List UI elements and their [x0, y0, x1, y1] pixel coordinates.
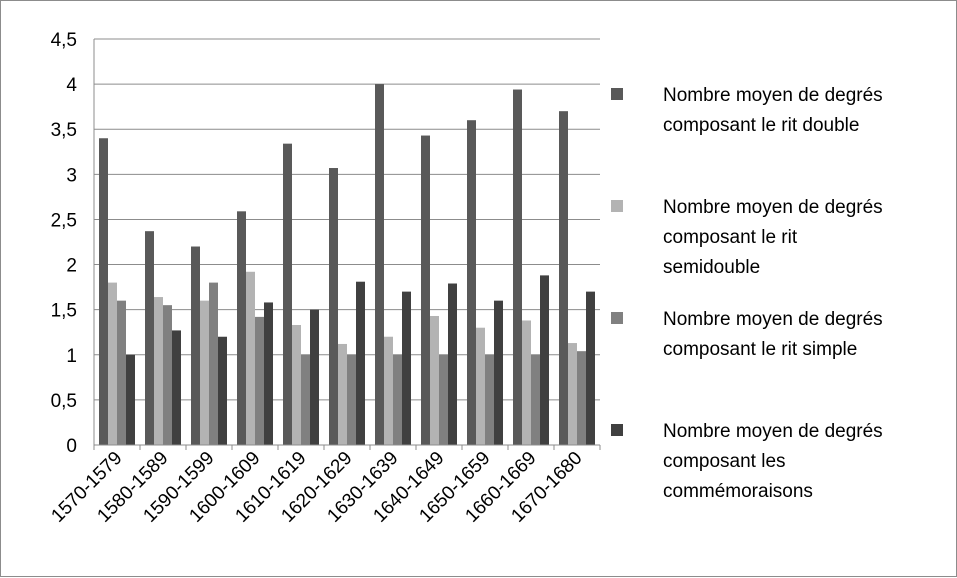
- legend-swatch-icon: [611, 424, 623, 436]
- legend-label-line: Nombre moyen de degrés: [663, 85, 883, 106]
- legend-swatch-icon: [611, 312, 623, 324]
- bar: [283, 143, 292, 445]
- y-tick-label: 3,5: [51, 120, 77, 141]
- legend-label-line: composant le rit simple: [663, 339, 858, 360]
- bar: [356, 281, 365, 445]
- bar: [154, 297, 163, 445]
- legend-label-line: Nombre moyen de degrés: [663, 309, 883, 330]
- y-tick-label: 4,5: [51, 30, 77, 51]
- y-tick-label: 1: [66, 346, 77, 367]
- bar: [531, 354, 540, 445]
- bar: [200, 300, 209, 445]
- y-tick-label: 4: [66, 75, 77, 96]
- bar: [108, 282, 117, 445]
- bar: [540, 275, 549, 445]
- bar: [99, 138, 108, 445]
- bar: [421, 135, 430, 445]
- legend-swatch-icon: [611, 200, 623, 212]
- bar: [402, 291, 411, 445]
- axes: [93, 39, 601, 450]
- bar: [448, 283, 457, 445]
- bar: [209, 282, 218, 445]
- bar: [338, 343, 347, 445]
- legend-label-line: commémoraisons: [663, 481, 813, 502]
- legend-swatch-icon: [611, 88, 623, 100]
- bar: [264, 302, 273, 445]
- bar: [218, 336, 227, 445]
- legend-label: Nombre moyen de degrés composant les com…: [663, 417, 953, 507]
- bar: [494, 300, 503, 445]
- bar: [329, 168, 338, 446]
- bar: [485, 354, 494, 445]
- legend-label: Nombre moyen de degrés composant le rit …: [663, 193, 953, 283]
- bar: [145, 231, 154, 445]
- bar: [347, 354, 356, 445]
- legend-label-line: Nombre moyen de degrés: [663, 421, 883, 442]
- bar: [191, 246, 200, 445]
- y-tick-label: 3: [66, 165, 77, 186]
- bar: [467, 120, 476, 445]
- y-tick-label: 2,5: [51, 210, 77, 231]
- legend-label-line: Nombre moyen de degrés: [663, 197, 883, 218]
- bar: [559, 111, 568, 445]
- legend-label-line: composant le rit: [663, 227, 798, 248]
- legend-label-line: composant les: [663, 451, 786, 472]
- bar: [255, 316, 264, 445]
- y-tick-label: 0,5: [51, 391, 77, 412]
- y-tick-label: 0: [66, 436, 77, 457]
- bar: [513, 89, 522, 445]
- bar: [237, 211, 246, 445]
- bar: [310, 309, 319, 445]
- bar: [568, 343, 577, 445]
- bar: [522, 320, 531, 445]
- bar: [375, 84, 384, 445]
- bar: [476, 327, 485, 445]
- bar: [117, 300, 126, 445]
- legend-label-line: semidouble: [663, 257, 761, 278]
- bar: [126, 354, 135, 445]
- bar: [163, 305, 172, 445]
- x-axis-tick-labels: 1570-15791580-15891590-15991600-16091610…: [47, 448, 586, 527]
- bar: [439, 354, 448, 445]
- legend-label-line: composant le rit double: [663, 115, 860, 136]
- bar: [577, 351, 586, 445]
- bar: [172, 330, 181, 445]
- bar: [292, 325, 301, 445]
- bar: [384, 336, 393, 445]
- bars: [99, 84, 595, 446]
- legend-label: Nombre moyen de degrés composant le rit …: [663, 81, 953, 141]
- bar: [246, 271, 255, 445]
- y-tick-label: 1,5: [51, 301, 77, 322]
- legend-label: Nombre moyen de degrés composant le rit …: [663, 305, 953, 365]
- y-tick-label: 2: [66, 256, 77, 277]
- y-axis-tick-labels: 0 0,5 1 1,5 2 2,5 3 3,5 4 4,5: [51, 30, 78, 457]
- bar: [430, 315, 439, 445]
- bar: [301, 354, 310, 445]
- bar: [393, 354, 402, 445]
- bar: [586, 291, 595, 445]
